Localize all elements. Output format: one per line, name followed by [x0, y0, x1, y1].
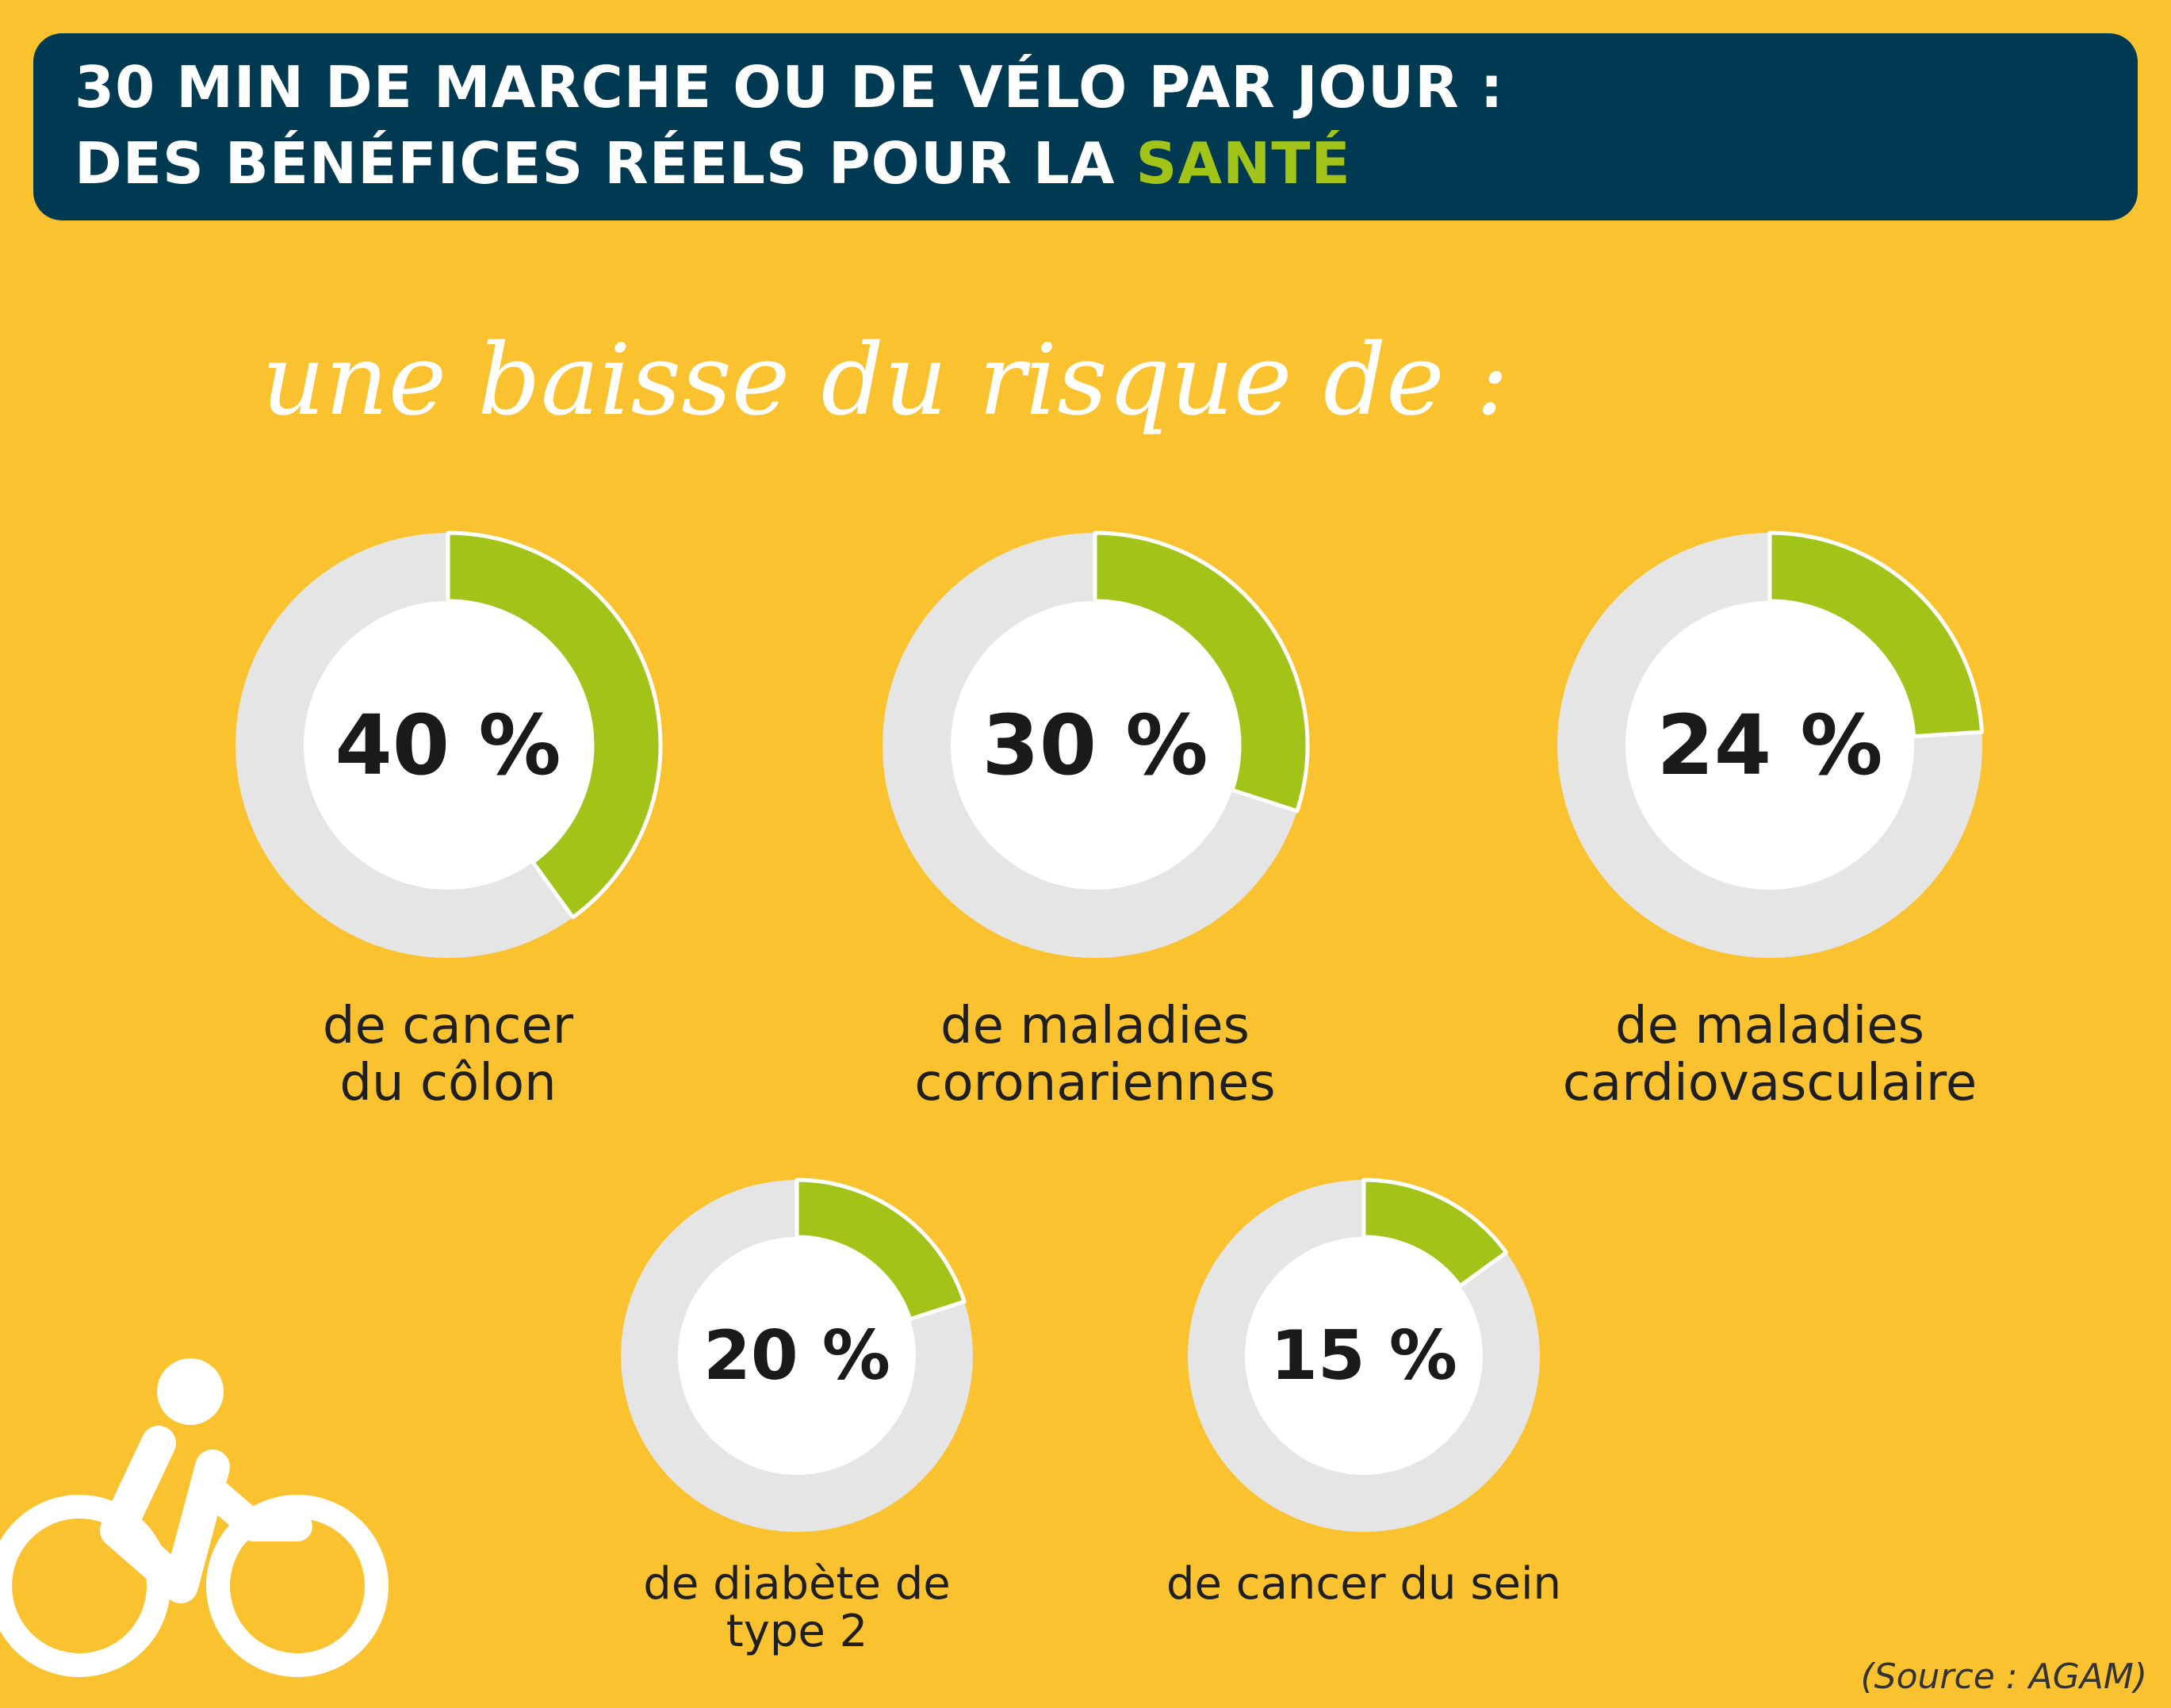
header-title-line1: 30 MIN DE MARCHE OU DE VÉLO PAR JOUR :	[75, 54, 1504, 121]
donut-label-line1: de diabète de	[643, 1558, 951, 1610]
donut-value-diabetes: 20 %	[703, 1316, 890, 1396]
header-title-prefix: DES BÉNÉFICES RÉELS POUR LA	[75, 130, 1136, 197]
donut-center-coronary	[951, 601, 1239, 890]
donut-value-coronary: 30 %	[982, 697, 1208, 794]
donut-label-line2: coronariennes	[914, 1054, 1276, 1112]
donut-center-colon-cancer	[304, 601, 592, 890]
donut-label-line1: de maladies	[1614, 997, 1925, 1055]
donut-center-diabetes	[678, 1237, 916, 1475]
donut-label-line2: type 2	[726, 1606, 868, 1657]
cyclist-icon	[0, 1358, 389, 1677]
donut-label-diabetes: de diabète de type 2	[643, 1561, 950, 1656]
donut-value-cardiovascular: 24 %	[1656, 697, 1882, 794]
donut-label-breast-cancer: de cancer du sein	[1166, 1561, 1561, 1608]
subtitle: une baisse du risque de :	[262, 324, 1509, 438]
donut-label-colon-cancer: de cancer du côlon	[323, 998, 573, 1112]
donut-label-cardiovascular: de maladies cardiovasculaire	[1563, 998, 1977, 1112]
donut-label-line1: de maladies	[940, 997, 1250, 1055]
donut-label-line2: du côlon	[339, 1054, 557, 1112]
header-banner: 30 MIN DE MARCHE OU DE VÉLO PAR JOUR : D…	[33, 33, 2138, 220]
source-note: (Source : AGAM)	[1860, 1656, 2147, 1697]
donut-label-line2: cardiovasculaire	[1562, 1054, 1978, 1112]
donut-label-line1: de cancer du sein	[1166, 1558, 1561, 1610]
donut-center-cardiovascular	[1625, 601, 1914, 890]
header-title-accent: SANTÉ	[1135, 130, 1351, 197]
header-title-line2: DES BÉNÉFICES RÉELS POUR LA SANTÉ	[75, 125, 2138, 201]
donut-center-breast-cancer	[1245, 1237, 1483, 1475]
donut-value-breast-cancer: 15 %	[1270, 1316, 1457, 1396]
donut-label-line1: de cancer	[322, 997, 574, 1055]
donut-segment-diabetes	[795, 1178, 967, 1322]
donut-value-colon-cancer: 40 %	[335, 697, 561, 794]
donut-label-coronary: de maladies coronariennes	[914, 998, 1276, 1112]
